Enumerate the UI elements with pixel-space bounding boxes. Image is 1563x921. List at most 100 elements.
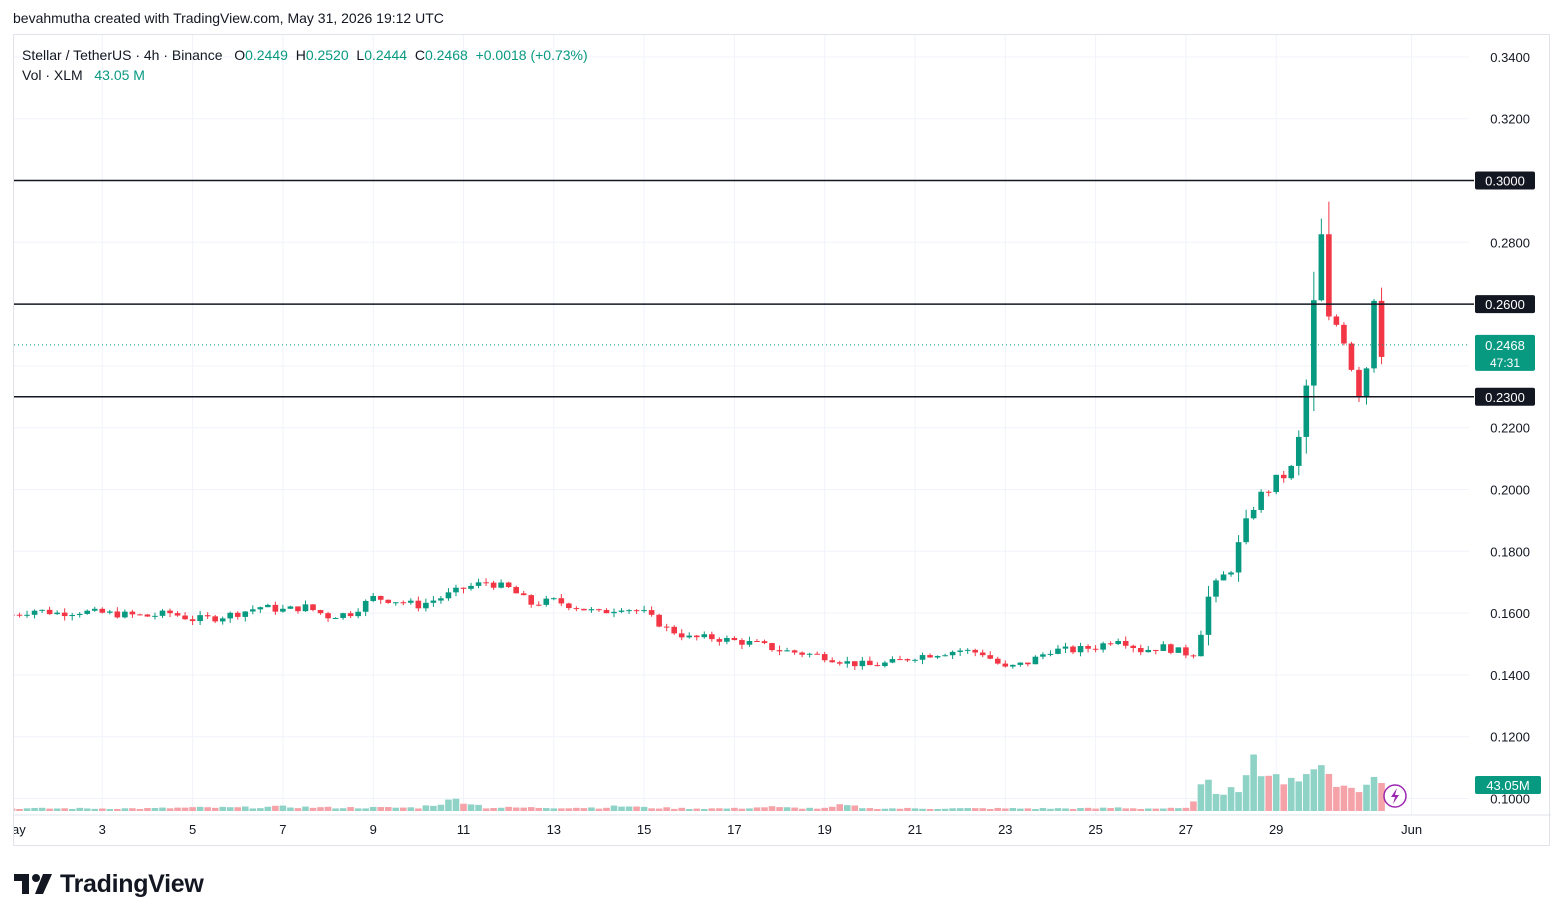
volume-bar[interactable] (1017, 808, 1024, 811)
candle-body[interactable] (257, 607, 264, 610)
candle-body[interactable] (633, 610, 640, 612)
volume-bar[interactable] (881, 808, 889, 811)
candle-body[interactable] (701, 634, 708, 638)
candle-body[interactable] (1348, 343, 1355, 370)
price-chart[interactable]: 0.1000 0.1200 0.1400 0.1600 0.1800 0.2000 0.22… (14, 35, 1551, 847)
candle-body[interactable] (1032, 656, 1039, 665)
volume-bar[interactable] (482, 808, 490, 811)
volume-bar[interactable] (189, 807, 196, 811)
volume-bar[interactable] (919, 808, 926, 811)
volume-bar[interactable] (678, 807, 686, 811)
candle-body[interactable] (784, 650, 790, 652)
volume-bar[interactable] (16, 809, 23, 811)
volume-bar[interactable] (106, 809, 114, 811)
volume-bar[interactable] (136, 808, 144, 811)
candle-body[interactable] (1295, 436, 1302, 466)
candle-body[interactable] (46, 609, 53, 615)
volume-bar[interactable] (1002, 808, 1009, 811)
volume-bar[interactable] (339, 808, 347, 811)
candle-body[interactable] (1160, 644, 1167, 651)
candle-body[interactable] (1115, 640, 1121, 645)
candle-body[interactable] (460, 587, 467, 589)
candle-body[interactable] (663, 626, 670, 628)
candle-body[interactable] (859, 660, 866, 667)
volume-bar[interactable] (1272, 774, 1280, 811)
candle-body[interactable] (204, 615, 211, 617)
candle-body[interactable] (716, 639, 723, 642)
candle-body[interactable] (234, 612, 241, 617)
volume-bar[interactable] (949, 808, 956, 811)
volume-bar[interactable] (911, 808, 919, 811)
volume-bar[interactable] (986, 809, 994, 811)
candle-body[interactable] (370, 595, 376, 601)
candle-body[interactable] (1228, 572, 1234, 575)
candle-body[interactable] (310, 604, 316, 611)
candle-body[interactable] (1062, 646, 1069, 649)
volume-bar[interactable] (1220, 794, 1227, 811)
volume-bar[interactable] (1197, 784, 1205, 811)
volume-bar[interactable] (685, 809, 693, 811)
candle-body[interactable] (107, 611, 113, 613)
candle-body[interactable] (776, 650, 783, 652)
volume-bar[interactable] (1378, 783, 1385, 811)
candle-body[interactable] (483, 582, 489, 584)
candle-body[interactable] (648, 610, 655, 615)
candle-body[interactable] (1168, 644, 1174, 653)
volume-bar[interactable] (738, 808, 746, 811)
volume-bar[interactable] (234, 807, 242, 811)
candle-body[interactable] (882, 662, 888, 667)
candle-body[interactable] (438, 598, 444, 601)
volume-bar[interactable] (874, 809, 881, 811)
volume-bar[interactable] (1235, 792, 1242, 811)
volume-bar[interactable] (219, 806, 226, 811)
candle-body[interactable] (1288, 465, 1295, 479)
candle-body[interactable] (1010, 664, 1016, 667)
candle-body[interactable] (1356, 369, 1362, 397)
volume-bar[interactable] (941, 808, 949, 811)
candle-body[interactable] (362, 600, 369, 612)
candle-body[interactable] (174, 613, 181, 616)
volume-bar[interactable] (926, 809, 934, 811)
legend-symbol[interactable]: Stellar / TetherUS · 4h · Binance (22, 47, 223, 63)
candle-body[interactable] (1130, 645, 1137, 649)
volume-bar[interactable] (813, 808, 821, 811)
candle-body[interactable] (61, 612, 68, 617)
candle-body[interactable] (1002, 663, 1009, 667)
candle-body[interactable] (761, 641, 768, 644)
candle-body[interactable] (1213, 580, 1219, 597)
candle-body[interactable] (114, 611, 121, 618)
volume-bar[interactable] (1069, 809, 1077, 811)
candle-body[interactable] (746, 641, 753, 645)
volume-bar[interactable] (1137, 808, 1145, 811)
candle-body[interactable] (588, 609, 595, 611)
volume-bar[interactable] (979, 808, 987, 811)
candle-body[interactable] (1235, 542, 1242, 573)
candle-body[interactable] (1122, 640, 1129, 646)
volume-bar[interactable] (249, 808, 257, 811)
candle-body[interactable] (1198, 634, 1204, 657)
candle-body[interactable] (122, 611, 128, 618)
volume-bar[interactable] (422, 805, 430, 811)
candle-body[interactable] (844, 661, 851, 664)
volume-bar[interactable] (753, 807, 761, 811)
volume-bar[interactable] (896, 808, 904, 811)
volume-bar[interactable] (437, 804, 445, 811)
candle-body[interactable] (265, 604, 271, 608)
candle-body[interactable] (573, 608, 580, 610)
candle-body[interactable] (972, 649, 978, 653)
candle-body[interactable] (1100, 643, 1106, 650)
volume-bar[interactable] (1303, 774, 1310, 811)
candle-body[interactable] (1363, 368, 1370, 397)
volume-bar[interactable] (204, 807, 211, 811)
volume-bar[interactable] (558, 808, 565, 811)
candle-body[interactable] (551, 598, 557, 600)
candle-body[interactable] (1175, 647, 1182, 653)
candle-body[interactable] (934, 656, 941, 658)
volume-bar[interactable] (798, 808, 806, 811)
volume-bar[interactable] (1054, 808, 1062, 811)
candle-body[interactable] (528, 595, 535, 605)
price-level-badge[interactable] (1475, 387, 1535, 406)
candle-body[interactable] (332, 617, 339, 619)
volume-bar[interactable] (994, 807, 1002, 811)
volume-bar[interactable] (573, 807, 580, 811)
